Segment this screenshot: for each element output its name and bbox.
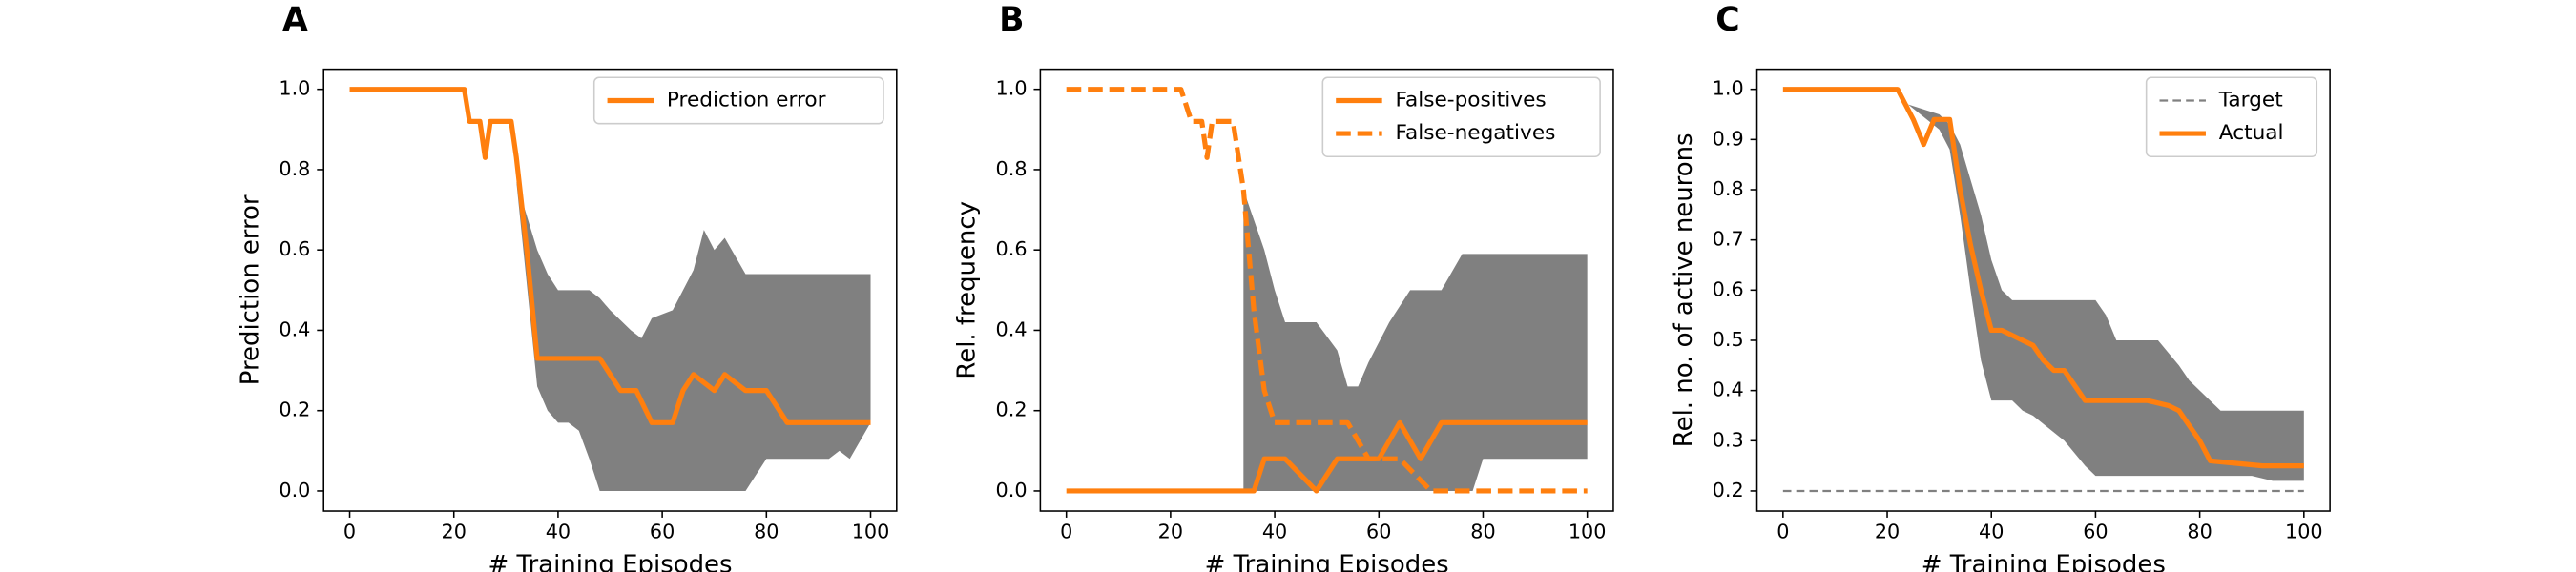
y-tick-label: 0.4: [279, 317, 310, 340]
band: [1897, 89, 2304, 481]
y-tick-label: 0.6: [279, 237, 310, 260]
y-axis-label: Rel. no. of active neurons: [1670, 133, 1698, 447]
y-tick-label: 0.8: [279, 157, 310, 180]
x-tick-label: 80: [2187, 521, 2212, 543]
y-tick-label: 1.0: [996, 77, 1028, 100]
y-tick-label: 0.0: [279, 479, 310, 501]
x-axis-label: # Training Episodes: [488, 551, 732, 572]
y-tick-label: 0.6: [1713, 277, 1744, 300]
legend-label: Prediction error: [667, 88, 826, 112]
legend-label: False-positives: [1395, 88, 1546, 112]
y-tick-label: 0.2: [279, 398, 310, 421]
x-tick-label: 40: [1979, 521, 2004, 543]
y-tick-label: 0.0: [996, 479, 1028, 501]
y-tick-label: 0.8: [1713, 177, 1744, 200]
panel-label: A: [282, 1, 308, 39]
legend-label: False-negatives: [1395, 121, 1555, 145]
series-line: [1066, 419, 1588, 494]
x-tick-label: 60: [1366, 521, 1391, 543]
legend: Target Actual: [2145, 76, 2318, 158]
x-tick-label: 20: [1158, 521, 1183, 543]
y-tick-label: 0.4: [996, 317, 1028, 340]
y-tick-label: 1.0: [279, 77, 310, 100]
y-axis-label: Prediction error: [237, 194, 265, 385]
y-tick-label: 1.0: [1713, 77, 1744, 100]
x-tick-label: 0: [1776, 521, 1789, 543]
x-tick-label: 80: [1470, 521, 1495, 543]
panel: C 0 20 40 60 80 100 0.2 0.3 0.4 0.5 0.6 0.7 0.8 0.9 1.0…: [1670, 1, 2331, 572]
y-tick-label: 0.3: [1713, 428, 1744, 451]
panel: A 0 20 40 60 80 100 0.0 0.2 0.4 0.6 0.8 1.0 # Trainin…: [237, 1, 898, 572]
legend-box: [592, 76, 884, 125]
legend-label: Actual: [2219, 121, 2284, 145]
legend: Prediction error: [592, 76, 884, 125]
x-tick-label: 80: [754, 521, 779, 543]
y-tick-label: 0.2: [996, 398, 1028, 421]
axes-frame: [1039, 68, 1614, 512]
x-tick-label: 100: [852, 521, 890, 543]
band: [1243, 190, 1588, 491]
legend-label: Target: [2218, 88, 2283, 112]
panel-label: B: [999, 1, 1024, 39]
x-tick-label: 100: [1568, 521, 1607, 543]
y-tick-label: 0.4: [1713, 378, 1744, 401]
series-line: [1066, 87, 1588, 494]
y-tick-label: 0.8: [996, 157, 1028, 180]
y-tick-label: 0.6: [996, 237, 1028, 260]
x-tick-label: 60: [650, 521, 675, 543]
series-line: [1782, 87, 2304, 469]
x-tick-label: 40: [546, 521, 571, 543]
panel-label: C: [1715, 1, 1739, 39]
legend: False-positives False-negatives: [1321, 76, 1601, 158]
y-tick-label: 0.7: [1713, 228, 1744, 251]
legend-box: [1321, 76, 1601, 158]
y-tick-label: 0.9: [1713, 127, 1744, 150]
x-axis-label: # Training Episodes: [1922, 551, 2166, 572]
y-tick-label: 0.5: [1713, 328, 1744, 351]
panel: B 0 20 40 60 80 100 0.0 0.2 0.4 0.6 0.8 1.0 # Trainin…: [953, 1, 1614, 572]
series-line: [349, 87, 871, 425]
x-tick-label: 20: [1875, 521, 1900, 543]
x-tick-label: 100: [2285, 521, 2323, 543]
band: [516, 181, 871, 491]
y-tick-label: 0.2: [1713, 479, 1744, 501]
x-tick-label: 40: [1262, 521, 1287, 543]
x-tick-label: 20: [442, 521, 467, 543]
legend-box: [2145, 76, 2318, 158]
axes-frame: [322, 68, 898, 512]
x-tick-label: 0: [1060, 521, 1072, 543]
x-axis-label: # Training Episodes: [1205, 551, 1449, 572]
y-axis-label: Rel. frequency: [953, 201, 982, 379]
x-tick-label: 60: [2083, 521, 2108, 543]
x-tick-label: 0: [343, 521, 356, 543]
